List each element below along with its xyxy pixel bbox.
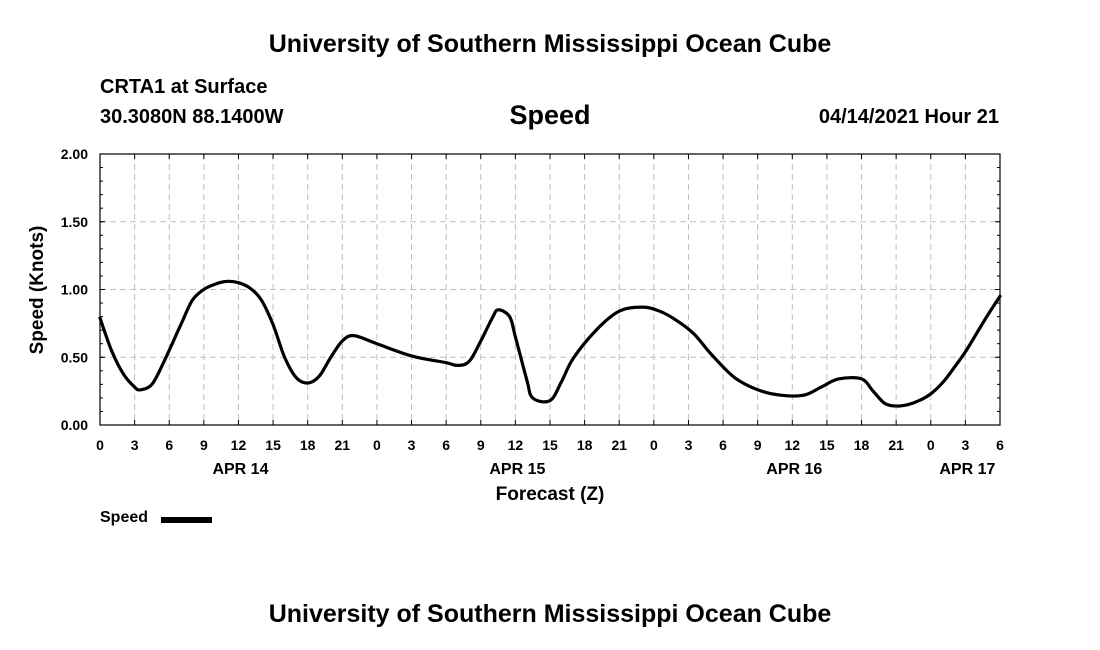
y-axis-label: Speed (Knots) [27,226,48,355]
x-tick-label: 0 [927,437,935,453]
x-tick-label: 21 [611,437,627,453]
x-axis-label: Forecast (Z) [496,484,605,505]
x-tick-label: 3 [408,437,416,453]
y-tick-label: 2.00 [61,146,88,162]
x-tick-label: 12 [231,437,247,453]
x-tick-label: 21 [888,437,904,453]
x-tick-label: 12 [508,437,524,453]
x-tick-label: 15 [819,437,835,453]
x-tick-label: 9 [754,437,762,453]
speed-series-line [98,279,1002,408]
x-tick-label: 18 [300,437,316,453]
y-tick-label: 0.50 [61,349,88,365]
x-tick-label: 0 [96,437,104,453]
y-tick-label: 1.00 [61,282,88,298]
date-label: APR 15 [489,461,545,478]
footer-organization-title: University of Southern Mississippi Ocean… [268,600,832,628]
x-tick-label: 0 [650,437,658,453]
x-tick-label: 6 [442,437,450,453]
x-tick-label: 3 [131,437,139,453]
x-tick-label: 3 [685,437,693,453]
x-tick-label: 15 [265,437,281,453]
chart-ticks: 0 3 6 9 12 15 18 21 0 3 6 9 12 15 18 21 0 3 6 9 12 15 18 21 0 3 6 0… [61,146,1004,478]
y-tick-label: 1.50 [61,214,88,230]
x-tick-label: 15 [542,437,558,453]
x-tick-label: 9 [200,437,208,453]
date-label: APR 16 [766,461,822,478]
x-tick-label: 0 [373,437,381,453]
x-tick-label: 18 [577,437,593,453]
x-tick-label: 6 [996,437,1004,453]
forecast-datetime: 04/14/2021 Hour 21 [818,106,999,128]
date-label: APR 17 [939,461,995,478]
y-tick-label: 0.00 [61,417,88,433]
chart-title: Speed [509,100,591,130]
legend-line-swatch [161,517,212,523]
x-tick-label: 3 [961,437,969,453]
x-tick-label: 9 [477,437,485,453]
station-coordinates: 30.3080N 88.1400W [100,106,284,128]
header-organization-title: University of Southern Mississippi Ocean… [268,30,832,58]
station-label: CRTA1 at Surface [100,76,268,98]
x-tick-label: 21 [335,437,351,453]
legend-label: Speed [100,509,149,526]
x-tick-label: 6 [165,437,173,453]
chart-grid [100,154,1000,425]
chart-series [98,279,1002,408]
x-tick-label: 18 [854,437,870,453]
x-tick-label: 6 [719,437,727,453]
x-tick-label: 12 [785,437,801,453]
date-label: APR 14 [212,461,268,478]
